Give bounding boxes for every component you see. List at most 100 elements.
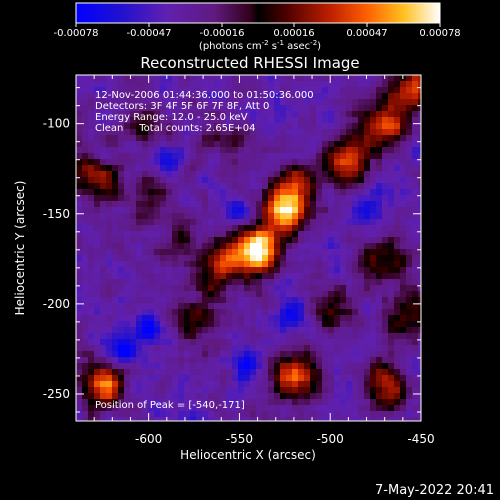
heatmap-cell (184, 129, 191, 136)
heatmap-cell (238, 159, 245, 166)
heatmap-cell (190, 117, 197, 124)
heatmap-cell (262, 249, 269, 256)
heatmap-cell (196, 105, 203, 112)
heatmap-cell (316, 393, 323, 400)
heatmap-cell (316, 249, 323, 256)
heatmap-cell (76, 243, 83, 250)
heatmap-cell (244, 171, 251, 178)
heatmap-cell (100, 207, 107, 214)
heatmap-cell (280, 165, 287, 172)
heatmap-cell (292, 213, 299, 220)
heatmap-cell (124, 81, 131, 88)
heatmap-cell (88, 315, 95, 322)
heatmap-cell (310, 393, 317, 400)
heatmap-cell (322, 339, 329, 346)
heatmap-cell (262, 363, 269, 370)
heatmap-cell (400, 273, 407, 280)
heatmap-cell (418, 363, 421, 370)
heatmap-cell (184, 309, 191, 316)
heatmap-cell (142, 147, 149, 154)
heatmap-cell (148, 381, 155, 388)
heatmap-cell (238, 129, 245, 136)
heatmap-cell (190, 153, 197, 160)
heatmap-cell (388, 267, 395, 274)
heatmap-cell (88, 249, 95, 256)
heatmap-cell (382, 87, 389, 94)
heatmap-cell (172, 81, 179, 88)
colorbar-tick-labels: -0.00078 -0.00047 -0.00016 0.00016 0.000… (54, 28, 461, 39)
heatmap-cell (358, 399, 365, 406)
heatmap-cell (310, 399, 317, 406)
heatmap-cell (376, 135, 383, 142)
heatmap-cell (250, 279, 257, 286)
heatmap-cell (202, 399, 209, 406)
heatmap-cell (292, 135, 299, 142)
heatmap-cell (364, 93, 371, 100)
heatmap-cell (370, 381, 377, 388)
heatmap-cell (352, 93, 359, 100)
heatmap-cell (202, 327, 209, 334)
heatmap-cell (136, 339, 143, 346)
heatmap-cell (406, 297, 413, 304)
heatmap-cell (244, 111, 251, 118)
heatmap-cell (370, 111, 377, 118)
heatmap-cell (154, 345, 161, 352)
heatmap-cell (394, 297, 401, 304)
heatmap-cell (142, 387, 149, 394)
heatmap-cell (316, 219, 323, 226)
heatmap-cell (178, 93, 185, 100)
heatmap-cell (340, 195, 347, 202)
heatmap-cell (202, 369, 209, 376)
heatmap-cell (178, 135, 185, 142)
heatmap-cell (214, 315, 221, 322)
heatmap-cell (322, 195, 329, 202)
heatmap-cell (364, 231, 371, 238)
heatmap-cell (100, 111, 107, 118)
heatmap-cell (268, 183, 275, 190)
heatmap-cell (394, 399, 401, 406)
heatmap-cell (268, 141, 275, 148)
heatmap-cell (250, 165, 257, 172)
heatmap-cell (124, 183, 131, 190)
heatmap-cell (400, 411, 407, 418)
heatmap-cell (250, 153, 257, 160)
heatmap-cell (232, 147, 239, 154)
heatmap-cell (328, 183, 335, 190)
heatmap-cell (226, 375, 233, 382)
heatmap-cell (196, 357, 203, 364)
heatmap-cell (358, 255, 365, 262)
heatmap-cell (256, 111, 263, 118)
heatmap-cell (388, 105, 395, 112)
heatmap-cell (244, 357, 251, 364)
heatmap-cell (88, 375, 95, 382)
heatmap-cell (364, 261, 371, 268)
heatmap-cell (208, 399, 215, 406)
heatmap-cell (124, 123, 131, 130)
heatmap-cell (358, 219, 365, 226)
heatmap-cell (232, 249, 239, 256)
heatmap-cell (124, 279, 131, 286)
heatmap-cell (370, 267, 377, 274)
heatmap-cell (88, 87, 95, 94)
heatmap-cell (148, 357, 155, 364)
heatmap-cell (154, 261, 161, 268)
heatmap-cell (244, 261, 251, 268)
heatmap-cell (100, 285, 107, 292)
heatmap-cell (418, 375, 421, 382)
heatmap-cell (370, 93, 377, 100)
heatmap-cell (94, 381, 101, 388)
heatmap-cell (298, 255, 305, 262)
heatmap-cell (298, 309, 305, 316)
heatmap-cell (178, 117, 185, 124)
heatmap-cell (388, 285, 395, 292)
heatmap-cell (400, 369, 407, 376)
heatmap-cell (232, 369, 239, 376)
heatmap-cell (154, 87, 161, 94)
heatmap-cell (310, 225, 317, 232)
heatmap-cell (304, 375, 311, 382)
heatmap-cell (364, 417, 371, 421)
heatmap-cell (220, 333, 227, 340)
heatmap-cell (106, 177, 113, 184)
heatmap-cell (94, 285, 101, 292)
heatmap-cell (94, 75, 101, 82)
